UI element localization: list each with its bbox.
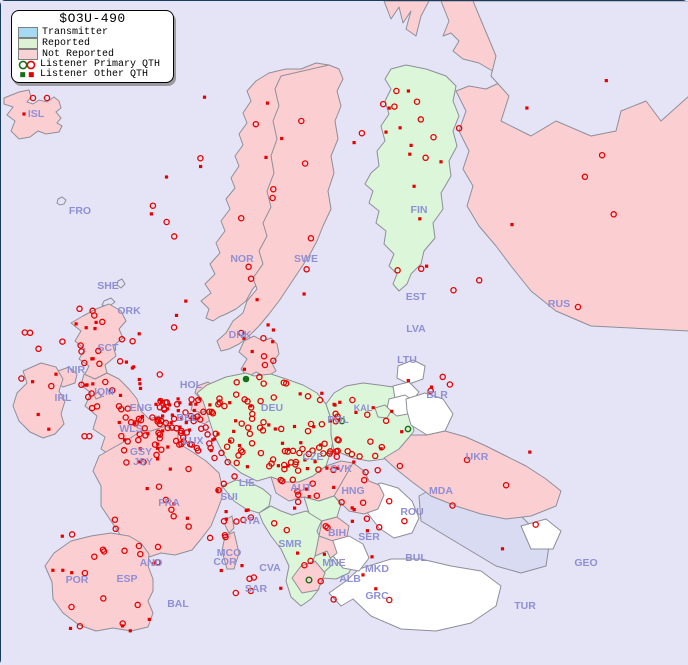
svg-text:DEU: DEU: [261, 402, 283, 414]
svg-text:SAR: SAR: [245, 583, 268, 595]
svg-text:ALB: ALB: [339, 573, 361, 585]
svg-text:JSY: JSY: [133, 456, 153, 468]
svg-text:FRO: FRO: [69, 205, 91, 217]
svg-text:BAL: BAL: [167, 598, 189, 610]
svg-text:MNE: MNE: [322, 557, 345, 569]
svg-text:COR: COR: [213, 556, 237, 568]
svg-text:IRL: IRL: [55, 392, 73, 404]
svg-text:WLS: WLS: [119, 423, 142, 435]
svg-text:TUR: TUR: [514, 600, 536, 612]
svg-text:EST: EST: [406, 291, 427, 303]
svg-text:SHE: SHE: [97, 280, 119, 292]
svg-text:MKD: MKD: [365, 563, 389, 575]
svg-text:MDA: MDA: [429, 485, 453, 497]
svg-text:ENG: ENG: [130, 402, 153, 414]
svg-text:LUX: LUX: [183, 435, 204, 447]
svg-text:SUI: SUI: [220, 491, 238, 503]
svg-text:SCT: SCT: [98, 342, 120, 354]
svg-text:ITA: ITA: [244, 515, 261, 527]
svg-text:GRC: GRC: [365, 590, 389, 602]
svg-text:NIR: NIR: [67, 364, 86, 376]
svg-text:POR: POR: [66, 574, 89, 586]
svg-text:HOL: HOL: [180, 379, 203, 391]
svg-text:CVA: CVA: [259, 562, 281, 574]
svg-text:IQM: IQM: [94, 386, 114, 398]
svg-text:DNK: DNK: [229, 329, 252, 341]
svg-text:POL: POL: [327, 414, 349, 426]
svg-text:SWE: SWE: [294, 253, 318, 265]
svg-text:AND: AND: [140, 557, 163, 569]
svg-text:GEO: GEO: [574, 557, 597, 569]
svg-text:ISL: ISL: [28, 108, 45, 120]
svg-text:ESP: ESP: [116, 573, 137, 585]
svg-text:NOR: NOR: [230, 253, 254, 265]
svg-text:KAL: KAL: [354, 403, 373, 413]
svg-text:LVA: LVA: [406, 323, 426, 335]
svg-text:BEL: BEL: [177, 412, 199, 424]
svg-text:FRA: FRA: [158, 497, 180, 509]
svg-text:CZE: CZE: [303, 451, 324, 463]
svg-text:RUS: RUS: [548, 298, 570, 310]
svg-text:SMR: SMR: [278, 538, 302, 550]
svg-text:FIN: FIN: [411, 204, 428, 216]
svg-text:AUT: AUT: [290, 482, 312, 494]
svg-text:UKR: UKR: [466, 451, 489, 463]
svg-text:ORK: ORK: [117, 305, 141, 317]
svg-text:SER: SER: [358, 531, 380, 543]
svg-text:BUL: BUL: [405, 552, 427, 564]
svg-text:BIH: BIH: [328, 527, 346, 539]
svg-text:LTU: LTU: [397, 354, 417, 366]
svg-text:BLR: BLR: [426, 389, 448, 401]
svg-text:SVK: SVK: [330, 463, 352, 475]
svg-text:HNG: HNG: [341, 485, 364, 497]
svg-text:LIE: LIE: [239, 477, 255, 489]
svg-text:ROU: ROU: [400, 506, 423, 518]
